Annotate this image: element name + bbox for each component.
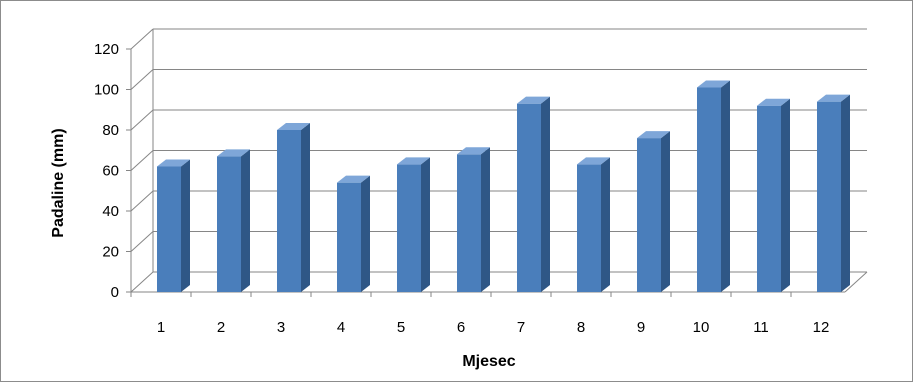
gridline-diagonal xyxy=(130,190,154,212)
bar-front-face xyxy=(757,105,781,292)
gridline-diagonal xyxy=(130,231,154,252)
x-axis-title: Mjesec xyxy=(462,353,515,370)
x-tick-label: 5 xyxy=(397,319,405,336)
y-tick-label: 120 xyxy=(94,41,119,58)
bar xyxy=(277,123,310,292)
bar-top-face xyxy=(277,123,310,130)
bar-side-face xyxy=(481,147,490,292)
y-tick-label: 80 xyxy=(102,122,119,139)
x-tick-label: 12 xyxy=(813,319,830,336)
y-tick-label: 20 xyxy=(102,244,119,261)
bar-side-face xyxy=(301,123,310,292)
bar-top-face xyxy=(337,175,370,183)
y-tick-label: 60 xyxy=(102,163,119,180)
bar-front-face xyxy=(697,87,721,292)
bars xyxy=(157,80,850,293)
bar-top-face xyxy=(817,94,850,102)
bar-top-face xyxy=(217,149,250,157)
x-tick-label: 2 xyxy=(217,319,225,336)
bar-front-face xyxy=(577,164,601,292)
gridlines xyxy=(126,28,868,297)
bar-front-face xyxy=(517,103,541,292)
bar-side-face xyxy=(421,157,430,292)
bar-side-face xyxy=(241,149,250,292)
bar-front-face xyxy=(817,101,841,293)
gridline-diagonal xyxy=(130,271,154,293)
y-axis-title: Padaline (mm) xyxy=(50,128,67,237)
bar-side-face xyxy=(721,80,730,292)
floor-depth-edge xyxy=(844,271,868,293)
bar-side-face xyxy=(361,175,370,292)
bar-top-face xyxy=(397,157,430,165)
x-tick-label: 10 xyxy=(693,319,710,336)
bar xyxy=(397,157,430,292)
bar xyxy=(217,149,250,292)
bar xyxy=(697,80,730,292)
gridline-diagonal xyxy=(130,28,154,50)
bar-top-face xyxy=(757,98,790,106)
bar-top-face xyxy=(697,80,730,88)
y-tick-label: 100 xyxy=(94,82,119,99)
bar-top-face xyxy=(457,147,490,155)
y-tick-label: 0 xyxy=(111,284,119,301)
bar-side-face xyxy=(541,96,550,292)
bar-front-face xyxy=(217,156,241,292)
bar-side-face xyxy=(841,94,850,293)
gridline-diagonal xyxy=(130,109,154,131)
y-tick-label: 40 xyxy=(102,203,119,220)
bar xyxy=(457,147,490,292)
bar-front-face xyxy=(157,166,181,292)
bar-top-face xyxy=(157,159,190,167)
gridline-diagonal xyxy=(130,69,154,90)
bar xyxy=(817,94,850,293)
bar-top-face xyxy=(517,96,550,104)
x-tick-label: 3 xyxy=(277,319,285,336)
x-tick-label: 1 xyxy=(157,319,165,336)
bar xyxy=(157,159,190,292)
gridline-diagonal xyxy=(130,150,154,171)
x-tick-label: 7 xyxy=(517,319,525,336)
x-axis-tick-labels: 1 2 3 4 5 6 7 8 9 10 11 12 xyxy=(157,319,830,336)
bar xyxy=(757,98,790,292)
bar-top-face xyxy=(577,157,610,165)
x-tick-label: 8 xyxy=(577,319,585,336)
bar-side-face xyxy=(661,131,670,292)
x-tick-label: 9 xyxy=(637,319,645,336)
bar-front-face xyxy=(397,164,421,292)
x-tick-label: 4 xyxy=(337,319,345,336)
x-tick-label: 6 xyxy=(457,319,465,336)
bar-side-face xyxy=(601,157,610,292)
x-tick-label: 11 xyxy=(753,319,769,336)
bar-side-face xyxy=(181,159,190,292)
bar xyxy=(337,175,370,292)
bar-front-face xyxy=(637,138,661,292)
y-axis-tick-labels: 0 20 40 60 80 100 120 xyxy=(94,41,119,301)
bar xyxy=(517,96,550,292)
bar-front-face xyxy=(337,182,361,292)
bar-top-face xyxy=(637,131,670,139)
bar-front-face xyxy=(457,154,481,292)
bar xyxy=(577,157,610,292)
bar xyxy=(637,131,670,292)
bar-front-face xyxy=(277,130,301,292)
bar-side-face xyxy=(781,98,790,292)
